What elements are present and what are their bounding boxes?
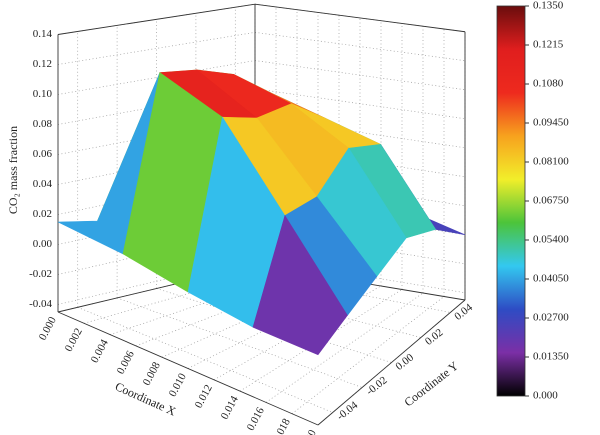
x-tick-label: 0.006 bbox=[115, 348, 137, 376]
colorbar-tick-label: 0.04050 bbox=[533, 273, 569, 285]
grid-line bbox=[187, 282, 361, 369]
y-tick-label: -0.04 bbox=[335, 399, 361, 423]
grid-line bbox=[57, 32, 256, 65]
z-tick-label: -0.04 bbox=[29, 298, 52, 310]
axis-edge bbox=[254, 3, 466, 33]
x-tick-label: 0.020 bbox=[297, 428, 319, 435]
grid-line bbox=[77, 306, 333, 413]
colorbar-tick-label: 0.000 bbox=[533, 390, 558, 402]
axis-edge bbox=[57, 3, 256, 35]
grid-line bbox=[291, 296, 445, 414]
colorbar-tick-label: 0.05400 bbox=[533, 234, 569, 246]
z-tick-label: 0.02 bbox=[33, 208, 52, 220]
x-tick-label: 0.008 bbox=[141, 360, 163, 388]
y-tick-label: 0.02 bbox=[423, 327, 446, 348]
colorbar-tick-label: 0.1080 bbox=[533, 78, 564, 90]
z-tick-label: 0.08 bbox=[33, 118, 53, 130]
grid-line bbox=[235, 269, 451, 313]
grid-line bbox=[254, 88, 466, 120]
z-tick-label: 0.00 bbox=[33, 238, 53, 250]
colorbar bbox=[496, 5, 526, 397]
z-tick-label: 0.14 bbox=[33, 28, 53, 40]
x-tick-label: 0.016 bbox=[245, 405, 267, 433]
colorbar-tick-label: 0.01350 bbox=[533, 351, 569, 363]
z-tick-label: 0.06 bbox=[33, 148, 53, 160]
grid-line bbox=[265, 292, 424, 403]
colorbar-tick-label: 0.06750 bbox=[533, 195, 569, 207]
grid-line bbox=[213, 285, 382, 381]
axis-edge bbox=[317, 299, 466, 426]
colorbar-tick-label: 0.09450 bbox=[533, 117, 569, 129]
z-tick-label: -0.02 bbox=[29, 268, 52, 280]
colorbar-tick-label: 0.02700 bbox=[533, 312, 569, 324]
x-tick-label: 0.002 bbox=[63, 326, 85, 353]
z-tick-label: 0.04 bbox=[33, 178, 53, 190]
grid-line bbox=[109, 271, 298, 335]
z-tick-label: 0.12 bbox=[33, 58, 52, 70]
y-tick-label: 0.04 bbox=[452, 301, 475, 323]
x-tick-label: 0.018 bbox=[271, 416, 293, 435]
colorbar-tick-label: 0.1215 bbox=[533, 39, 564, 51]
axis-edge bbox=[57, 311, 319, 426]
y-axis-label: Coordinate Y bbox=[401, 358, 461, 409]
x-tick-label: 0.014 bbox=[219, 394, 241, 422]
x-tick-label: 0.004 bbox=[89, 337, 111, 365]
x-tick-label: 0.000 bbox=[37, 315, 59, 343]
grid-line bbox=[254, 60, 466, 91]
colorbar-tick-label: 0.08100 bbox=[533, 156, 569, 168]
grid-line bbox=[254, 32, 466, 62]
grid-line bbox=[116, 297, 363, 388]
colorbar-tick-label: 0.1350 bbox=[533, 0, 564, 12]
y-tick-label: 0.00 bbox=[394, 351, 417, 373]
surface-patch bbox=[252, 214, 348, 356]
y-tick-label: -0.02 bbox=[364, 374, 389, 398]
grid-line bbox=[239, 289, 403, 392]
x-tick-label: 0.012 bbox=[193, 383, 215, 410]
z-tick-label: 0.10 bbox=[33, 88, 53, 100]
x-tick-label: 0.010 bbox=[167, 371, 189, 399]
z-axis-label: CO₂ mass fraction bbox=[6, 126, 20, 214]
